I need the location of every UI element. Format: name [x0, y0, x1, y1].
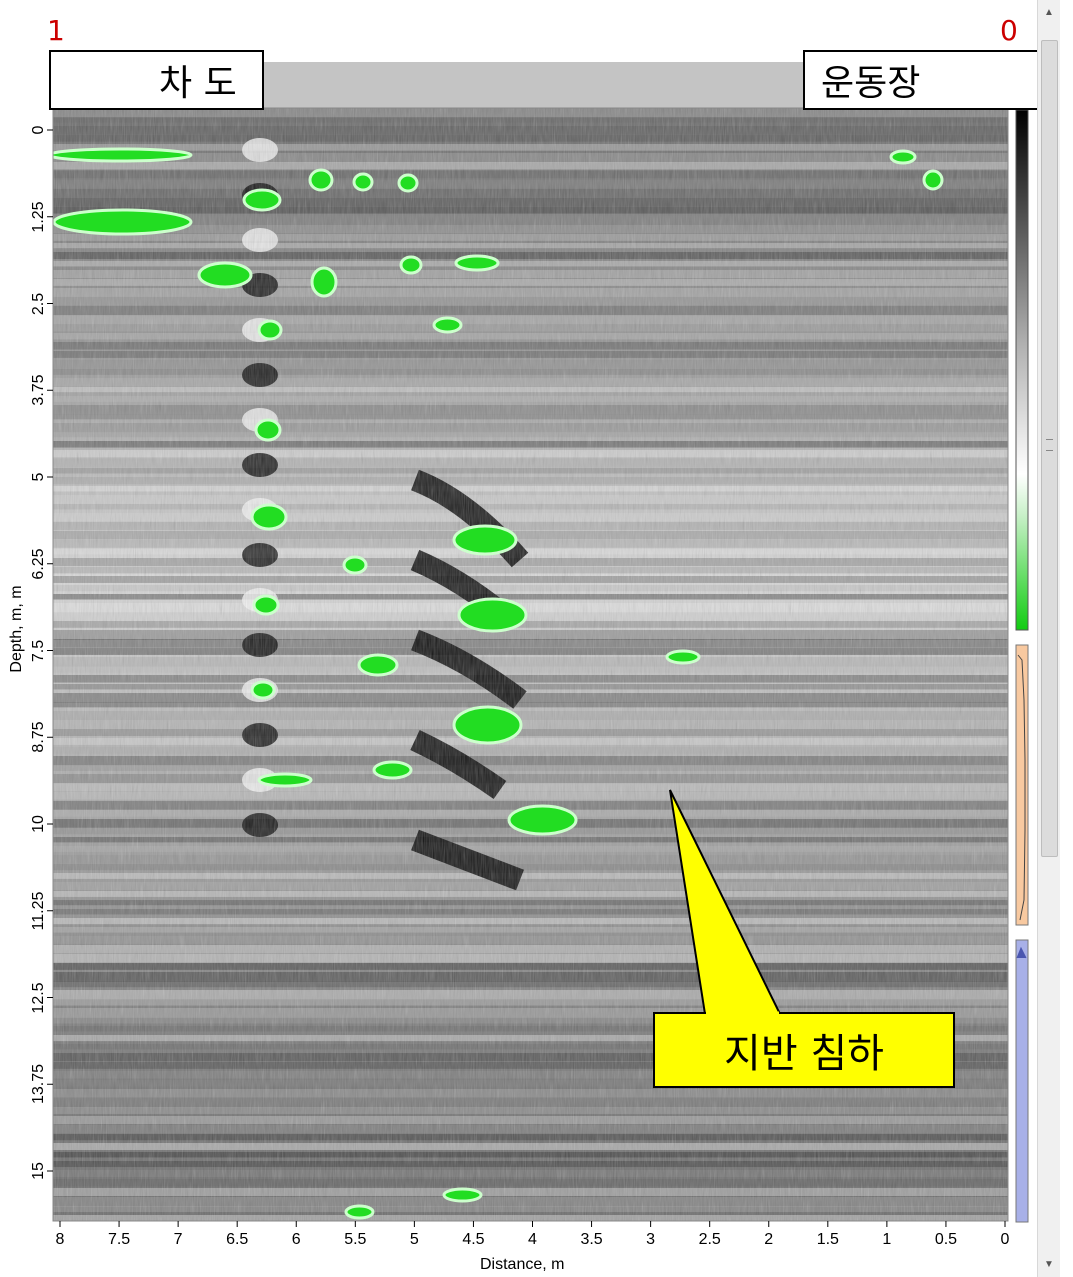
high-amplitude-highlight: [257, 772, 313, 788]
y-tick-label: 1.25: [30, 201, 47, 233]
x-tick-label: 7.5: [107, 1231, 131, 1248]
palette-strip-orange: [1015, 644, 1029, 926]
radargram-image: [53, 108, 1008, 1221]
direction-box-left: 차 도: [49, 50, 264, 110]
high-amplitude-highlight: [454, 254, 500, 272]
high-amplitude-highlight: [342, 555, 368, 575]
x-tick-label: 2: [764, 1231, 774, 1248]
high-amplitude-highlight: [257, 319, 283, 341]
high-amplitude-highlight: [308, 168, 334, 192]
y-tick-label: 11.25: [30, 891, 47, 931]
marker-left-number: 1: [47, 14, 65, 47]
x-tick-label: 8: [55, 1231, 65, 1248]
grip-icon: [1046, 439, 1053, 451]
palette-strip-blue: [1015, 939, 1029, 1223]
y-tick-label: 3.75: [30, 374, 47, 406]
high-amplitude-highlight: [197, 261, 253, 289]
high-amplitude-highlight: [53, 208, 193, 236]
x-tick-label: 6.5: [226, 1231, 249, 1248]
high-amplitude-highlight: [457, 597, 528, 633]
high-amplitude-highlight: [399, 255, 423, 275]
x-tick-label: 7: [173, 1231, 183, 1248]
x-tick-label: 5.5: [344, 1231, 367, 1248]
y-tick-label: 13.75: [30, 1064, 47, 1105]
y-tick-label: 12.5: [30, 981, 47, 1014]
direction-left-label: 차 도: [159, 63, 237, 104]
x-tick-label: 3: [646, 1231, 656, 1248]
high-amplitude-highlight: [254, 418, 282, 442]
y-axis-title: Depth, m, m: [8, 585, 25, 673]
scroll-down-arrow-icon[interactable]: ▼: [1044, 1258, 1054, 1270]
high-amplitude-highlight: [432, 316, 463, 334]
x-tick-label: 0.5: [934, 1231, 958, 1248]
high-amplitude-highlight: [889, 149, 917, 165]
x-tick-label: 5: [409, 1231, 419, 1248]
scroll-up-arrow-icon[interactable]: ▲: [1044, 6, 1054, 18]
x-tick-label: 1.5: [816, 1231, 839, 1248]
y-tick-label: 8.75: [30, 721, 47, 753]
high-amplitude-highlight: [357, 653, 399, 677]
high-amplitude-highlight: [452, 524, 518, 556]
high-amplitude-highlight: [252, 594, 280, 616]
high-amplitude-highlight: [442, 1187, 483, 1203]
y-tick-label: 10: [30, 815, 47, 833]
marker-right-number: 0: [1000, 14, 1018, 47]
y-tick-label: 5: [30, 472, 47, 482]
callout-box: [653, 1012, 955, 1088]
high-amplitude-highlight: [452, 705, 523, 745]
high-amplitude-highlight: [250, 680, 276, 700]
high-amplitude-highlight: [352, 172, 374, 192]
high-amplitude-highlight: [250, 503, 288, 531]
x-axis-title: Distance, m: [480, 1256, 565, 1273]
x-tick-label: 6: [291, 1231, 301, 1248]
x-tick-label: 0: [1000, 1231, 1010, 1248]
colorbar: [1015, 109, 1029, 631]
high-amplitude-highlight: [372, 760, 413, 780]
x-tick-label: 3.5: [580, 1231, 603, 1248]
y-tick-label: 2.5: [30, 292, 47, 315]
x-tick-label: 4.5: [462, 1231, 485, 1248]
scrollbar-thumb[interactable]: [1041, 40, 1058, 857]
y-tick-label: 15: [30, 1162, 47, 1180]
x-tick-label: 4: [528, 1231, 537, 1248]
y-tick-label: 7.5: [30, 639, 47, 662]
high-amplitude-highlight: [242, 188, 282, 212]
direction-right-label: 운동장: [821, 63, 921, 104]
high-amplitude-highlight: [344, 1204, 375, 1220]
high-amplitude-highlight: [922, 169, 944, 191]
high-amplitude-highlight: [665, 649, 701, 665]
high-amplitude-highlight: [507, 804, 578, 836]
x-tick-label: 1: [882, 1231, 892, 1248]
x-tick-label: 2.5: [698, 1231, 721, 1248]
y-tick-label: 6.25: [30, 548, 47, 580]
high-amplitude-highlight: [397, 173, 419, 193]
high-amplitude-highlight: [53, 147, 193, 163]
callout-label: 지반 침하: [724, 1031, 884, 1077]
direction-box-right: 운동장: [803, 50, 1056, 110]
vertical-scrollbar[interactable]: ▲ ▼: [1037, 0, 1060, 1277]
high-amplitude-highlight: [310, 266, 338, 298]
y-tick-label: 0: [30, 125, 47, 135]
